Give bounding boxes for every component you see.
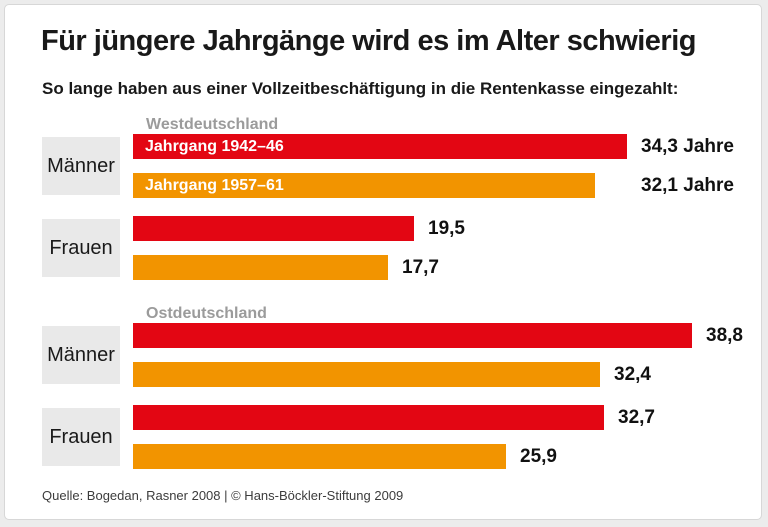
bar-value-label: 25,9 [520,446,557,467]
bar-jahrgang-1957-61: Jahrgang 1957–61 [133,173,595,198]
bar-jahrgang-1942-46 [133,405,604,430]
bar-jahrgang-1942-46: Jahrgang 1942–46 [133,134,627,159]
source-note: Quelle: Bogedan, Rasner 2008 | © Hans-Bö… [42,488,404,503]
bar-value-label: 38,8 [706,325,743,346]
category-label: Frauen [49,425,113,448]
bar-jahrgang-1957-61 [133,255,388,280]
category-label-box: Frauen [42,408,120,466]
category-label-box: Frauen [42,219,120,277]
bar-series-label: Jahrgang 1942–46 [145,137,284,155]
category-label: Männer [47,154,115,177]
bar-value-label: 34,3 Jahre [641,136,734,157]
bar-jahrgang-1957-61 [133,444,506,469]
bar-jahrgang-1957-61 [133,362,600,387]
bar-value-label: 19,5 [428,218,465,239]
bar-value-label: 32,4 [614,364,651,385]
bar-series-label: Jahrgang 1957–61 [145,176,284,194]
page-subtitle: So lange haben aus einer Vollzeitbeschäf… [42,79,679,98]
category-label: Männer [47,343,115,366]
category-label: Frauen [49,236,113,259]
infographic-card: Für jüngere Jahrgänge wird es im Alter s… [4,4,762,520]
section-label-west: Westdeutschland [146,116,279,133]
chart: Westdeutschland Männer Jahrgang 1942–46 34,… [5,5,761,519]
bar-value-label: 17,7 [402,257,439,278]
category-label-box: Männer [42,326,120,384]
bar-value-label: 32,1 Jahre [641,175,734,196]
bar-jahrgang-1942-46 [133,216,414,241]
bar-jahrgang-1942-46 [133,323,692,348]
section-label-ost: Ostdeutschland [146,305,267,322]
category-label-box: Männer [42,137,120,195]
bar-value-label: 32,7 [618,407,655,428]
page-title: Für jüngere Jahrgänge wird es im Alter s… [41,25,697,57]
